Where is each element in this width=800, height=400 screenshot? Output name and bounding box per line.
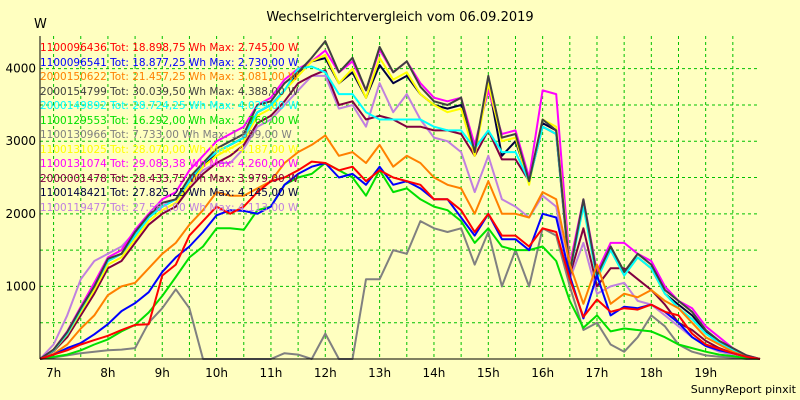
x-tick-label: 15h [477,366,500,380]
series-line-1100129553 [39,162,761,360]
x-tick-label: 9h [155,366,170,380]
legend-entry-2000154799: 2000154799 Tot: 30.039,50 Wh Max: 4.388,… [40,85,299,98]
series-line-2000001478 [39,69,761,360]
series-line-1100096541 [39,162,761,360]
plot-area [40,36,760,359]
series-line-2000150622 [39,134,761,360]
legend-entry-2000001478: 2000001478 Tot: 28.433,75 Wh Max: 3.979,… [40,172,299,185]
series-line-2000154799 [39,40,761,360]
x-tick-label: 14h [423,366,446,380]
x-tick-label: 10h [205,366,228,380]
series-line-1100130966 [39,220,760,360]
x-tick-label: 16h [531,366,554,380]
legend-entry-1100119477: 1100119477 Tot: 27.585,00 Wh Max: 4.113,… [40,201,299,214]
y-tick-label: 2000 [5,207,36,221]
x-tick-label: 17h [586,366,609,380]
legend-entry-2000149892: 2000149892 Tot: 28.724,25 Wh Max: 4.029,… [40,100,299,112]
legend-entry-1100096541: 1100096541 Tot: 18.877,25 Wh Max: 2.730,… [40,56,299,69]
series-group [39,40,761,360]
y-tick-label: 3000 [5,134,36,148]
legend-entry-1100131025: 1100131025 Tot: 28.070,00 Wh Max: 4.187,… [40,143,299,156]
y-tick-label: 1000 [5,279,36,293]
axes [39,36,760,360]
x-tick-label: 13h [368,366,391,380]
legend-entry-1100131074: 1100131074 Tot: 29.083,38 Wh Max: 4.260,… [40,158,299,170]
x-tick-label: 12h [314,366,337,380]
x-tick-label: 18h [640,366,663,380]
credit-text: SunnyReport pinxit [690,383,796,396]
series-line-1100096436 [39,160,761,360]
legend-entry-1100096436: 1100096436 Tot: 18.898,75 Wh Max: 2.745,… [40,42,299,54]
tick-labels: 7h 8h 9h 10h 11h 12h 13h 14h 15h 16h 17h 18h 19h 1000… [5,62,717,380]
y-axis-unit: W [34,17,47,32]
x-tick-label: 19h [694,366,717,380]
chart-title: Wechselrichtervergleich vom 06.09.2019 [266,10,534,25]
legend-entry-1100148421: 1100148421 Tot: 27.825,25 Wh Max: 4.145,… [40,187,299,199]
legend-entry-1100130966: 1100130966 Tot: 7.733,00 Wh Max: 1.899,0… [40,129,292,141]
x-tick-label: 7h [46,366,61,380]
legend-entry-2000150622: 2000150622 Tot: 21.457,25 Wh Max: 3.081,… [40,71,299,83]
y-tick-label: 4000 [5,62,36,76]
legend-entry-1100129553: 1100129553 Tot: 16.292,00 Wh Max: 2.760,… [40,114,299,127]
x-tick-label: 11h [260,366,283,380]
legend: 1100096436 Tot: 18.898,75 Wh Max: 2.745,… [40,41,298,215]
x-tick-label: 8h [100,366,115,380]
series-line-2000149892 [39,65,761,360]
